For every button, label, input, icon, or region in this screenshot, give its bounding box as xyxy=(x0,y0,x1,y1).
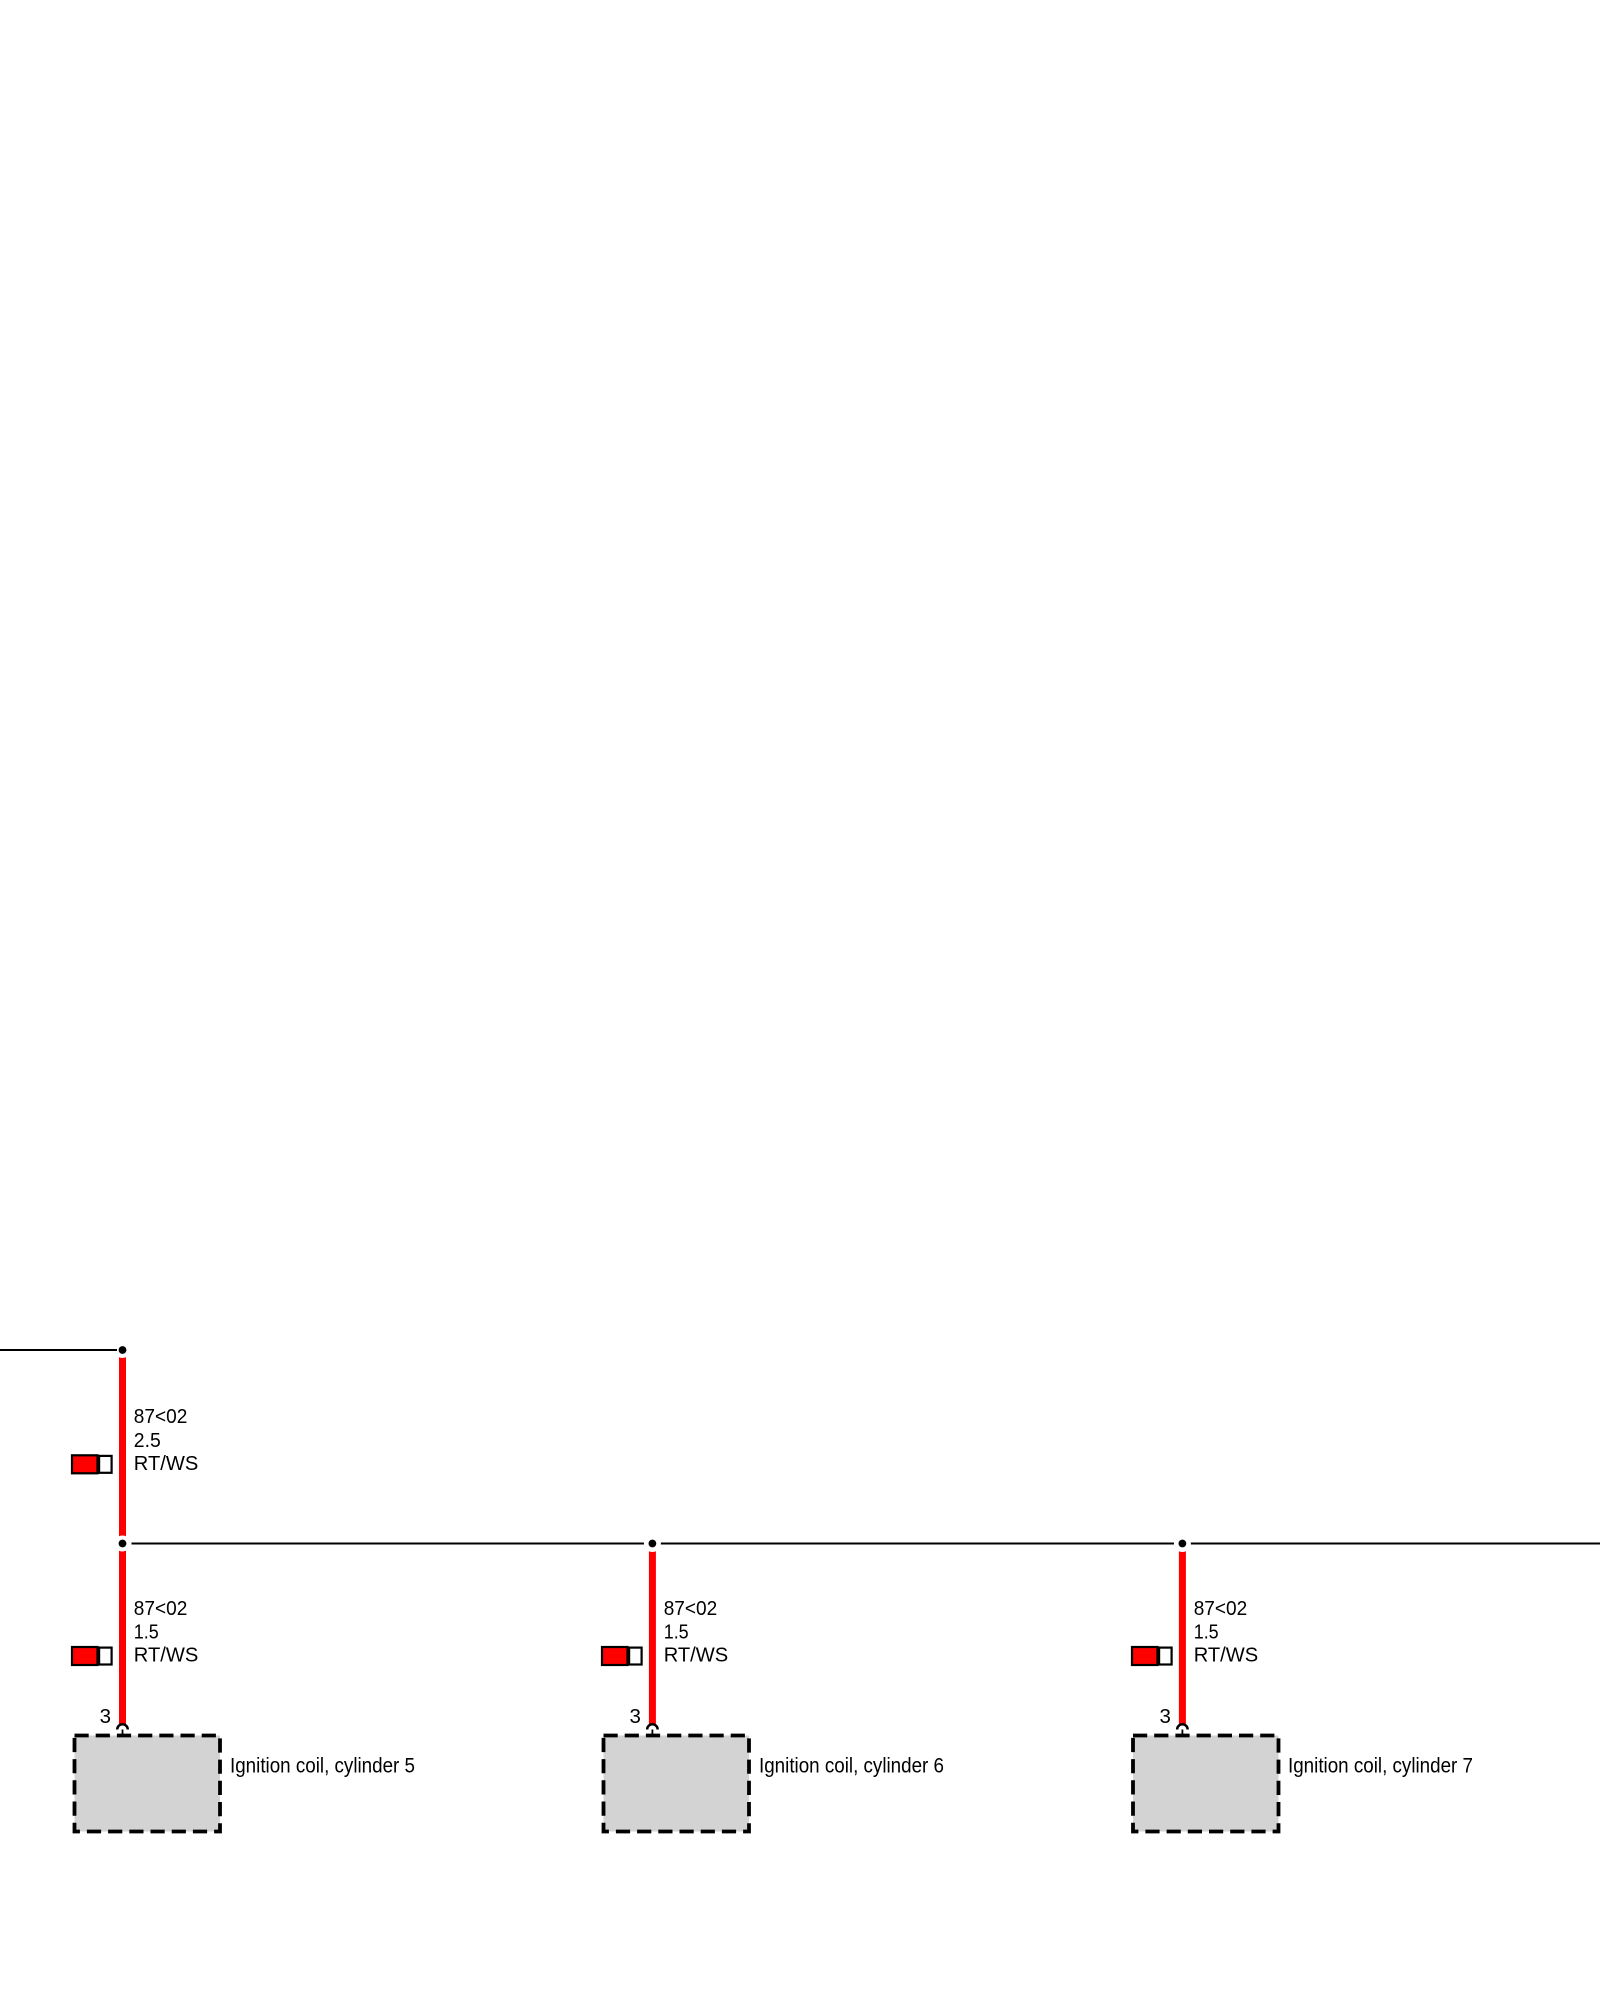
svg-text:1.5: 1.5 xyxy=(134,1621,159,1644)
svg-text:87<02: 87<02 xyxy=(134,1405,188,1428)
svg-text:2.5: 2.5 xyxy=(134,1429,161,1452)
svg-text:3: 3 xyxy=(629,1705,640,1728)
svg-text:Ignition coil, cylinder 5: Ignition coil, cylinder 5 xyxy=(230,1754,415,1778)
svg-text:87<02: 87<02 xyxy=(1194,1597,1248,1620)
svg-text:Ignition coil, cylinder 6: Ignition coil, cylinder 6 xyxy=(759,1754,944,1778)
svg-text:1.5: 1.5 xyxy=(664,1621,689,1644)
svg-text:87<02: 87<02 xyxy=(664,1597,718,1620)
svg-text:3: 3 xyxy=(1159,1705,1170,1728)
svg-text:87<02: 87<02 xyxy=(134,1597,188,1620)
svg-text:RT/WS: RT/WS xyxy=(134,1452,199,1475)
svg-text:3: 3 xyxy=(100,1705,111,1728)
svg-text:Ignition coil, cylinder 7: Ignition coil, cylinder 7 xyxy=(1288,1754,1473,1778)
svg-text:RT/WS: RT/WS xyxy=(134,1644,199,1667)
svg-text:1.5: 1.5 xyxy=(1194,1621,1219,1644)
svg-text:RT/WS: RT/WS xyxy=(664,1644,729,1667)
svg-text:RT/WS: RT/WS xyxy=(1194,1644,1259,1667)
